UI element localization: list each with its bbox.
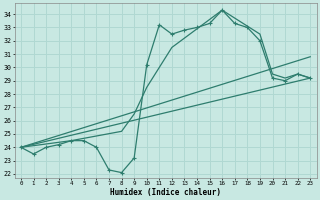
X-axis label: Humidex (Indice chaleur): Humidex (Indice chaleur) [110, 188, 221, 197]
